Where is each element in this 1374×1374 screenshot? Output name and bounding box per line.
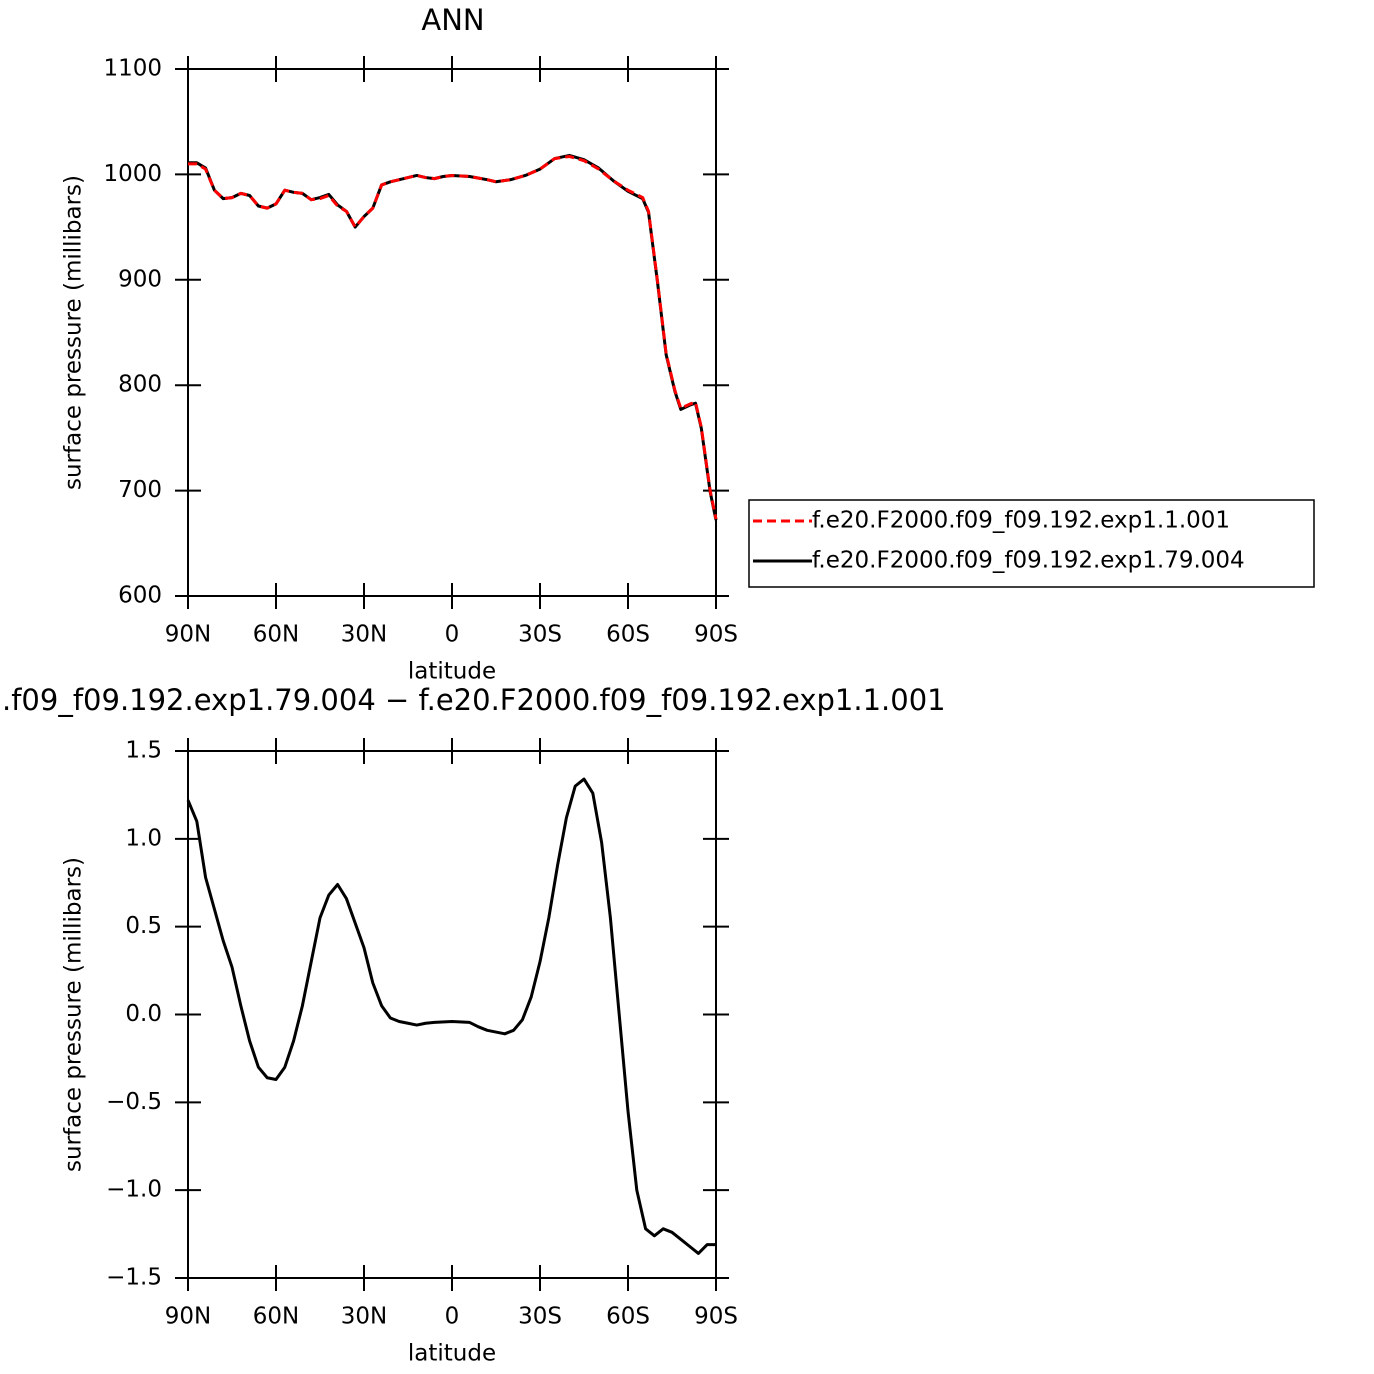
data-line <box>188 154 718 520</box>
y-axis-label: surface pressure (millibars) <box>61 175 87 490</box>
x-tick-label: 30N <box>341 622 387 648</box>
chart-title: .f09_f09.192.exp1.79.004 − f.e20.F2000.f… <box>2 683 946 717</box>
legend-box <box>748 499 1315 588</box>
y-tick-label: 900 <box>118 266 162 292</box>
y-tick-label: 800 <box>118 372 162 398</box>
legend-label: f.e20.F2000.f09_f09.192.exp1.79.004 <box>812 548 1245 574</box>
x-tick-label: 0 <box>445 1304 460 1330</box>
data-line <box>188 153 718 521</box>
y-tick-label: 0.0 <box>125 1001 162 1027</box>
x-tick-label: 60N <box>253 1304 299 1330</box>
x-tick-label: 30N <box>341 1304 387 1330</box>
data-line <box>186 777 716 1255</box>
x-tick-label: 90N <box>165 1304 211 1330</box>
x-tick-label: 60N <box>253 622 299 648</box>
legend-label: f.e20.F2000.f09_f09.192.exp1.1.001 <box>812 508 1230 534</box>
y-axis-label: surface pressure (millibars) <box>61 857 87 1172</box>
y-tick-label: 1.0 <box>125 825 162 851</box>
x-tick-label: 90S <box>694 1304 738 1330</box>
x-axis-label: latitude <box>408 659 496 685</box>
plot-frame <box>187 68 717 597</box>
x-tick-label: 90N <box>165 622 211 648</box>
y-tick-label: −1.5 <box>106 1265 162 1291</box>
y-tick-label: 1.5 <box>125 738 162 764</box>
y-tick-label: −0.5 <box>106 1089 162 1115</box>
y-tick-label: 1000 <box>103 161 162 187</box>
chart-title: ANN <box>421 3 484 37</box>
y-tick-label: 1100 <box>103 56 162 82</box>
y-tick-label: 600 <box>118 583 162 609</box>
plot-frame <box>187 750 717 1279</box>
y-tick-label: 0.5 <box>125 913 162 939</box>
y-tick-label: −1.0 <box>106 1177 162 1203</box>
x-tick-label: 60S <box>606 622 650 648</box>
x-tick-label: 30S <box>518 1304 562 1330</box>
x-tick-label: 30S <box>518 622 562 648</box>
y-tick-label: 700 <box>118 477 162 503</box>
x-axis-label: latitude <box>408 1341 496 1367</box>
x-tick-label: 0 <box>445 622 460 648</box>
x-tick-label: 60S <box>606 1304 650 1330</box>
x-tick-label: 90S <box>694 622 738 648</box>
